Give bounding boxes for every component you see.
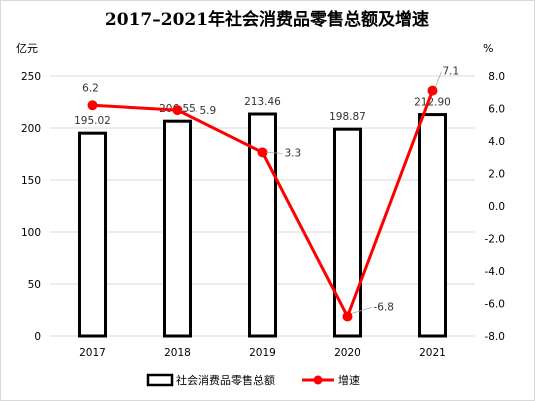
right-tick-label: -6.0	[485, 299, 506, 311]
bar	[418, 113, 447, 338]
axes: 0 50 100 150 200 250 -8.0 -6.0 -4.0 -2.0 0.0 2.0 4.0…	[21, 71, 505, 359]
right-tick-label: 8.0	[488, 71, 505, 83]
line-data-label: 5.9	[200, 105, 217, 117]
bar-data-label: 213.46	[244, 96, 281, 108]
x-tick-label: 2018	[164, 347, 191, 359]
legend-bar-swatch	[146, 373, 174, 387]
line-point	[427, 85, 438, 96]
right-tick-label: 0.0	[488, 201, 505, 213]
legend-line-marker	[313, 375, 323, 385]
data-label-leader	[181, 109, 198, 112]
data-label-leader	[266, 151, 283, 154]
line-data-label: 3.3	[285, 147, 302, 159]
line-data-label: 7.1	[443, 66, 460, 78]
legend-bar-label: 社会消费品零售总额	[176, 373, 275, 387]
legend: 社会消费品零售总额 增速	[146, 373, 360, 387]
line-data-label: -6.8	[374, 302, 395, 314]
x-tick-label: 2021	[419, 347, 446, 359]
line-data-label: 6.2	[82, 82, 99, 94]
bar-data-label: 198.87	[329, 111, 366, 123]
left-tick-label: 200	[21, 123, 41, 135]
bar	[163, 119, 192, 338]
line-point	[257, 147, 268, 158]
right-tick-label: -2.0	[485, 234, 506, 246]
left-tick-label: 50	[28, 279, 41, 291]
left-tick-label: 100	[21, 227, 41, 239]
line-point	[342, 311, 353, 322]
chart-title: 2017–2021年社会消费品零售总额及增速	[105, 9, 429, 30]
x-tick-label: 2020	[334, 347, 361, 359]
left-tick-label: 150	[21, 175, 41, 187]
x-tick-label: 2017	[79, 347, 106, 359]
right-tick-label: 4.0	[488, 136, 505, 148]
right-axis-unit: %	[483, 42, 493, 55]
line-series: 6.2 5.9 3.3 -6.8 7.1	[82, 66, 459, 322]
right-tick-label: 2.0	[488, 169, 505, 181]
data-label-leader	[351, 307, 372, 314]
left-axis-unit: 亿元	[16, 42, 38, 55]
right-tick-label: -4.0	[485, 266, 506, 278]
legend-line-label: 增速	[338, 373, 360, 387]
right-tick-label: -8.0	[485, 331, 506, 343]
left-tick-label: 250	[21, 71, 41, 83]
x-tick-label: 2019	[249, 347, 276, 359]
left-tick-label: 0	[34, 331, 41, 343]
gridlines	[50, 75, 475, 337]
bar	[333, 127, 362, 338]
line-point	[172, 105, 183, 116]
data-label-leader	[435, 71, 442, 87]
bar-data-label: 212.90	[414, 97, 451, 109]
line-point	[87, 100, 98, 111]
bar	[78, 131, 107, 338]
right-tick-label: 6.0	[488, 104, 505, 116]
bar-data-label: 195.02	[74, 115, 111, 127]
